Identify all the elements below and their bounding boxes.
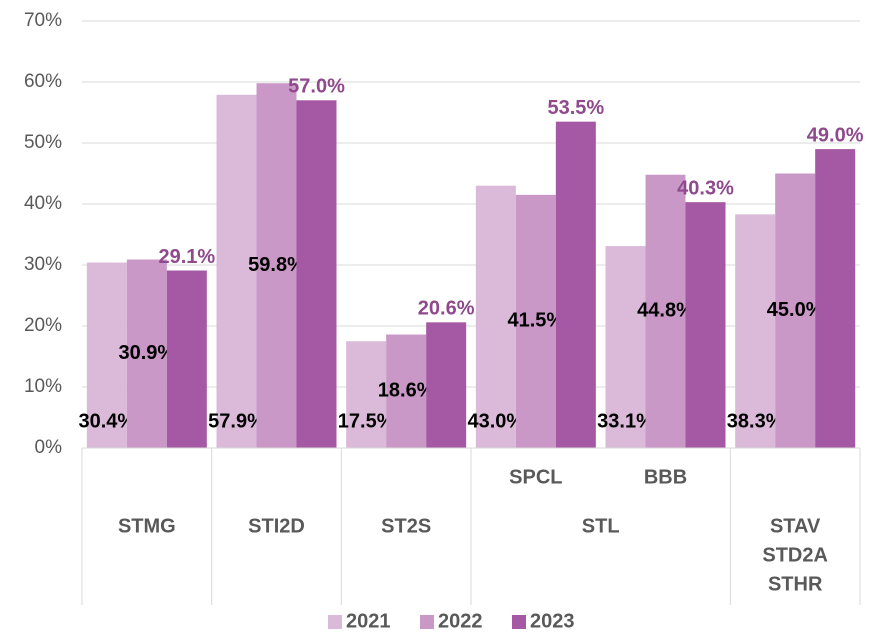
group-label: STAV	[770, 515, 821, 537]
group-label: STD2A	[762, 544, 828, 566]
y-tick-label: 20%	[24, 315, 62, 336]
bar	[386, 334, 427, 448]
bar	[555, 121, 596, 449]
y-tick-label: 40%	[24, 193, 62, 214]
value-label: 59.8%	[248, 254, 305, 276]
bar	[166, 270, 207, 448]
y-tick-label: 10%	[24, 376, 62, 397]
legend-swatch	[512, 615, 526, 629]
value-label: 17.5%	[338, 410, 395, 432]
group-label: STHR	[768, 573, 823, 595]
bar	[216, 94, 257, 448]
x-tick-label: BBB	[644, 466, 687, 488]
value-label: 49.0%	[807, 124, 864, 146]
y-tick-label: 60%	[24, 71, 62, 92]
value-label: 20.6%	[418, 298, 475, 320]
bar	[86, 262, 127, 448]
bar	[775, 173, 816, 448]
bar	[645, 174, 686, 448]
value-label: 57.0%	[288, 76, 345, 98]
bar	[346, 341, 387, 448]
value-label: 40.3%	[677, 177, 734, 199]
legend-swatch	[328, 615, 342, 629]
bar	[296, 100, 337, 449]
value-label: 57.9%	[208, 410, 265, 432]
value-label: 30.4%	[78, 410, 135, 432]
group-label: ST2S	[381, 515, 431, 537]
group-label: STI2D	[248, 515, 305, 537]
value-label: 30.9%	[118, 342, 175, 364]
bar	[605, 246, 646, 448]
bar	[685, 202, 726, 448]
y-tick-label: 50%	[24, 132, 62, 153]
bar	[735, 214, 776, 448]
bar	[256, 83, 297, 448]
y-tick-label: 0%	[35, 437, 63, 458]
bar	[815, 149, 856, 448]
legend-swatch	[420, 615, 434, 629]
value-label: 41.5%	[507, 310, 564, 332]
y-tick-label: 30%	[24, 254, 62, 275]
group-label: STMG	[118, 515, 176, 537]
bar	[126, 259, 167, 448]
legend-label: 2021	[346, 610, 391, 632]
group-label: STL	[582, 515, 620, 537]
bar	[475, 185, 516, 448]
legend-label: 2022	[438, 610, 483, 632]
bar	[426, 322, 467, 448]
value-label: 53.5%	[547, 97, 604, 119]
value-label: 29.1%	[158, 246, 215, 268]
legend-label: 2023	[530, 610, 575, 632]
value-label: 18.6%	[378, 380, 435, 402]
value-label: 43.0%	[467, 410, 524, 432]
y-tick-label: 70%	[24, 10, 62, 31]
value-label: 38.3%	[727, 410, 784, 432]
value-label: 44.8%	[637, 300, 694, 322]
value-label: 45.0%	[767, 299, 824, 321]
value-label: 33.1%	[597, 410, 654, 432]
x-tick-label: SPCL	[509, 466, 562, 488]
bar	[515, 194, 556, 448]
